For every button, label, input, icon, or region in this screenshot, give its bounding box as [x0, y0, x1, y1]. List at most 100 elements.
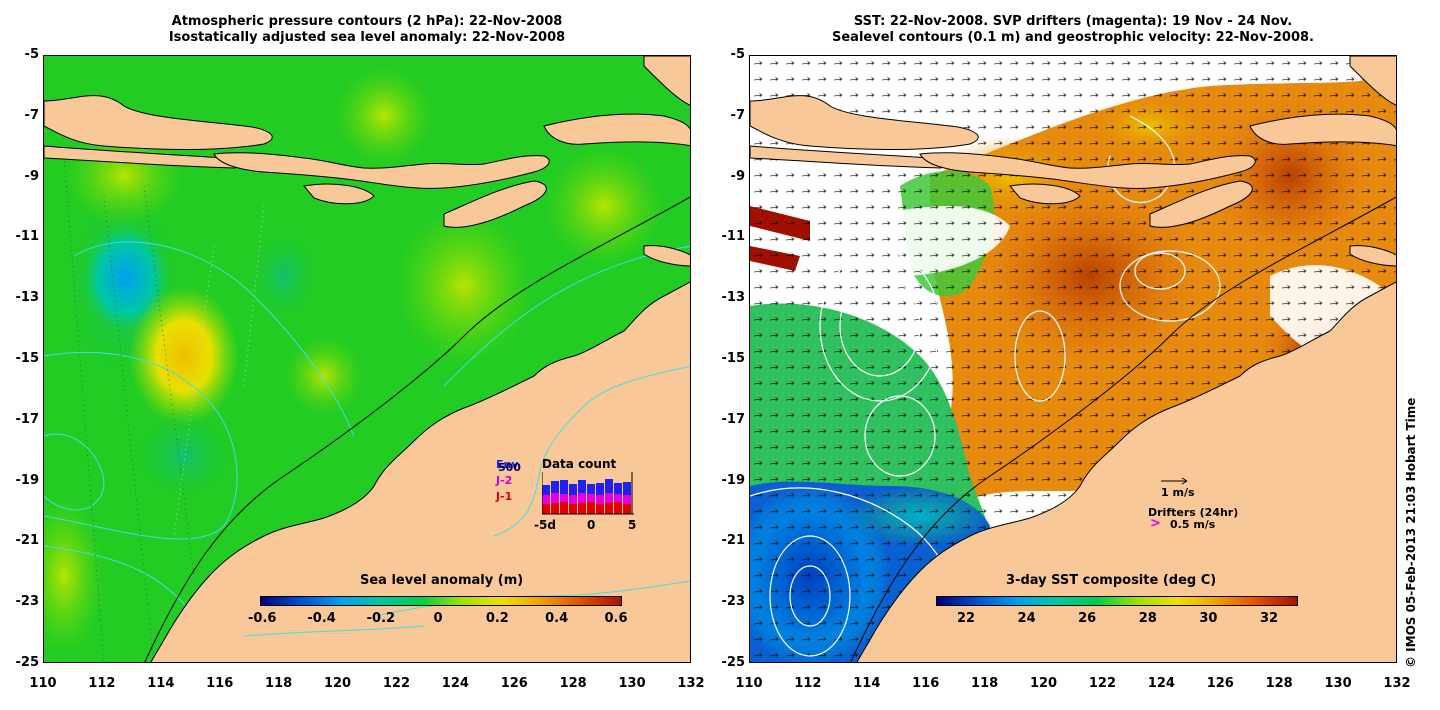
- right-colorbar-title: 3-day SST composite (deg C): [1006, 573, 1217, 588]
- x-axis-tick-label: 124: [441, 676, 469, 691]
- data-count-tick-start: -5d: [534, 518, 556, 532]
- drifters-arrow-icon: >: [1150, 516, 1161, 531]
- histogram-bar: [623, 504, 631, 514]
- right-map-title: SST: 22-Nov-2008. SVP drifters (magenta)…: [749, 14, 1397, 46]
- left-colorbar-tick-label: -0.6: [248, 611, 277, 626]
- x-axis-tick-label: 126: [500, 676, 528, 691]
- y-axis-tick-label: -17: [15, 411, 40, 427]
- right-colorbar-tick-label: 22: [956, 611, 976, 626]
- histogram-bar: [614, 494, 622, 502]
- sea-level-colorbar: [260, 596, 622, 606]
- y-axis-tick-label: -19: [15, 472, 40, 488]
- drifters-scale-label: 0.5 m/s: [1170, 518, 1216, 531]
- data-count-histogram: [542, 472, 634, 515]
- velocity-scale-label: 1 m/s: [1161, 486, 1195, 499]
- sst-map: 1 m/s Drifters (24hr) > 0.5 m/s 3-day SS…: [749, 55, 1397, 663]
- histogram-bar: [560, 502, 568, 514]
- x-axis-tick-label: 112: [794, 676, 822, 691]
- histogram-bar: [578, 493, 586, 503]
- y-axis-tick-label: -21: [15, 533, 40, 549]
- right-colorbar-tick-label: 32: [1259, 611, 1279, 626]
- histogram-bar: [614, 502, 622, 514]
- x-axis-tick-label: 130: [1324, 676, 1352, 691]
- x-axis-tick-label: 120: [1029, 676, 1058, 691]
- histogram-bar: [542, 504, 550, 514]
- histogram-bar: [587, 484, 595, 494]
- x-axis-tick-label: 118: [265, 676, 293, 691]
- x-axis-tick-label: 122: [382, 676, 411, 691]
- histogram-bar: [596, 495, 604, 504]
- histogram-bar: [596, 504, 604, 514]
- y-axis-tick-label: -9: [730, 168, 745, 184]
- left-title-line2: Isostatically adjusted sea level anomaly…: [168, 30, 566, 45]
- histogram-bar: [542, 495, 550, 504]
- histogram-bar: [578, 480, 586, 493]
- y-axis-tick-label: -21: [721, 533, 746, 549]
- y-axis-tick-label: -11: [721, 229, 746, 245]
- right-colorbar-tick-label: 30: [1199, 611, 1218, 626]
- histogram-bar: [605, 479, 613, 493]
- y-axis-tick-label: -15: [15, 351, 40, 366]
- y-axis-tick-label: -7: [730, 107, 745, 123]
- y-axis-tick-label: -19: [721, 472, 746, 488]
- histogram-bar: [542, 485, 550, 495]
- x-axis-tick-label: 114: [853, 676, 881, 691]
- y-axis-tick-label: -15: [721, 351, 746, 366]
- histogram-bar: [551, 503, 559, 514]
- left-title-line1: Atmospheric pressure contours (2 hPa): 2…: [171, 14, 563, 29]
- x-axis-tick-label: 112: [88, 676, 116, 691]
- sst-colorbar: [936, 596, 1298, 606]
- y-axis-tick-label: -23: [721, 594, 746, 610]
- left-colorbar-tick-label: -0.4: [307, 611, 336, 626]
- data-count-j1-label: J-1: [496, 490, 513, 503]
- data-count-tick-mid: 0: [587, 518, 596, 532]
- data-count-tick-end: 5: [628, 518, 637, 532]
- left-colorbar-tick-label: 0.2: [485, 611, 509, 626]
- histogram-bar: [587, 502, 595, 514]
- x-axis-tick-label: 122: [1088, 676, 1117, 691]
- drifters-label: Drifters (24hr): [1148, 506, 1239, 519]
- y-axis-tick-label: -13: [721, 290, 746, 306]
- right-colorbar-tick-label: 28: [1138, 611, 1157, 626]
- sea-level-anomaly-map: Env 500 J-2 J-1 Data count -5d 0 5 Sea l…: [43, 55, 691, 663]
- y-axis-tick-label: -11: [15, 229, 40, 245]
- x-axis-tick-label: 120: [323, 676, 352, 691]
- histogram-bar: [587, 494, 595, 502]
- histogram-bar: [551, 481, 559, 493]
- left-colorbar-tick-label: 0.6: [604, 611, 628, 626]
- histogram-bar: [623, 495, 631, 504]
- data-count-env-label: Env: [496, 458, 519, 471]
- histogram-bar: [569, 504, 577, 514]
- right-colorbar-tick-label: 24: [1017, 611, 1036, 626]
- histogram-bar: [560, 494, 568, 502]
- histogram-bar: [578, 503, 586, 514]
- right-title-line1: SST: 22-Nov-2008. SVP drifters (magenta)…: [853, 14, 1293, 29]
- right-title-line2: Sealevel contours (0.1 m) and geostrophi…: [832, 30, 1314, 45]
- left-colorbar-title: Sea level anomaly (m): [360, 573, 524, 588]
- y-axis-tick-label: -5: [24, 47, 39, 62]
- y-axis-tick-label: -25: [15, 655, 40, 670]
- x-axis-tick-label: 118: [971, 676, 999, 691]
- histogram-bar: [605, 493, 613, 503]
- sst-field: [750, 56, 1396, 662]
- histogram-bar: [605, 503, 613, 514]
- histogram-bar: [623, 482, 631, 495]
- y-axis-tick-label: -25: [721, 655, 746, 670]
- x-axis-tick-label: 130: [618, 676, 646, 691]
- x-axis-tick-label: 116: [206, 676, 234, 691]
- x-axis-tick-label: 132: [1383, 676, 1411, 691]
- sea-level-anomaly-field: [44, 56, 690, 662]
- data-count-title: Data count: [542, 457, 617, 471]
- velocity-scale-arrow: [1161, 477, 1188, 485]
- x-axis-tick-label: 114: [147, 676, 175, 691]
- data-count-j2-label: J-2: [496, 474, 513, 487]
- x-axis-tick-label: 132: [677, 676, 705, 691]
- histogram-bar: [596, 483, 604, 495]
- x-axis-tick-label: 128: [559, 676, 587, 691]
- y-axis-tick-label: -9: [24, 168, 39, 184]
- y-axis-tick-label: -23: [15, 594, 40, 610]
- x-axis-tick-label: 124: [1147, 676, 1175, 691]
- imos-credit: © IMOS 05-Feb-2013 21:03 Hobart Time: [1404, 397, 1418, 668]
- x-axis-tick-label: 110: [29, 676, 57, 691]
- left-colorbar-tick-label: 0: [433, 611, 443, 626]
